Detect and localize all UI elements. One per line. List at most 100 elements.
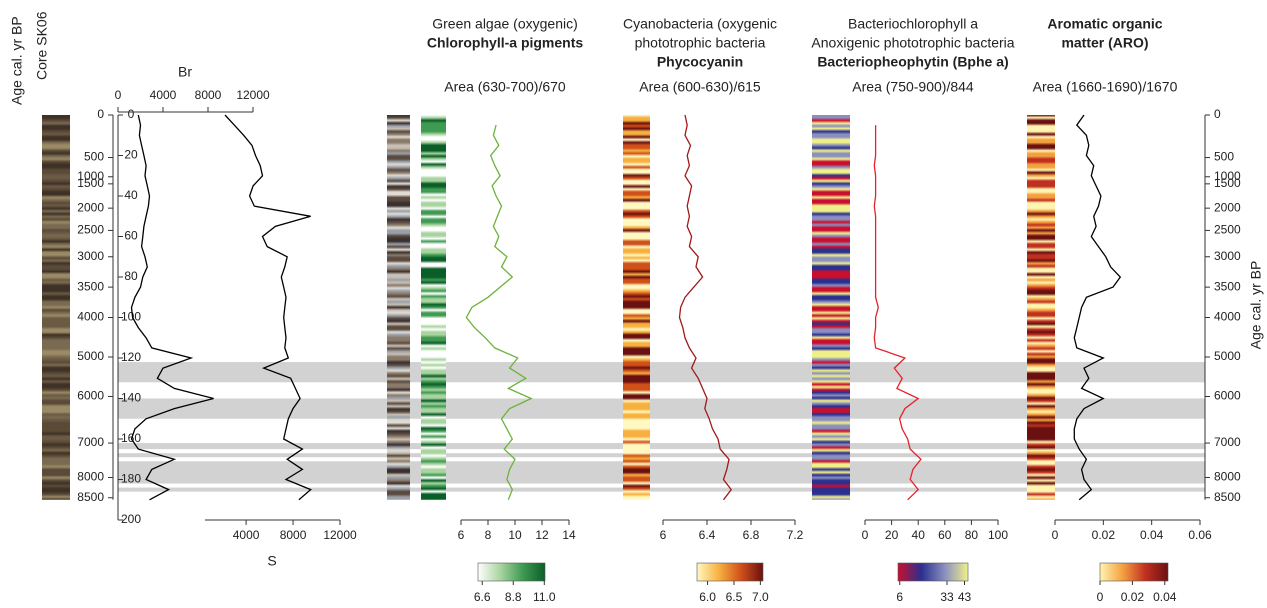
- depth-tick-label: 180: [121, 472, 141, 486]
- depth-tick-label: 100: [121, 310, 141, 324]
- age-tick-label: 3000: [77, 249, 104, 263]
- age-axis-title: Age cal. yr BP: [9, 16, 25, 105]
- pigment-image: [421, 115, 446, 500]
- age-tick-label-right: 0: [1214, 107, 1221, 121]
- x-tick-label: 12000: [323, 528, 357, 542]
- age-tick-label-right: 6000: [1214, 389, 1241, 403]
- panel-title-bold: Phycocyanin: [657, 54, 743, 70]
- profile-line: [224, 114, 312, 501]
- panel-subtitle: Area (1660-1690)/1670: [1033, 79, 1178, 95]
- x-tick-label: 0: [1052, 528, 1059, 542]
- x-tick-label: 4000: [233, 528, 260, 542]
- x-tick-label: 6: [458, 528, 465, 542]
- colorbar-tick-label: 7.0: [752, 590, 769, 604]
- shaded-interval: [118, 443, 1205, 450]
- panel-title: Bacteriochlorophyll a: [848, 16, 978, 32]
- x-tick-label: 8000: [280, 528, 307, 542]
- age-tick-label-right: 2500: [1214, 223, 1241, 237]
- axis-title: Br: [178, 64, 192, 80]
- colorbar-tick-label: 33: [940, 590, 954, 604]
- x-tick-label: 40: [912, 528, 926, 542]
- age-tick-label: 5000: [77, 349, 104, 363]
- colorbar: [1099, 562, 1169, 582]
- x-tick-label: 0.04: [1140, 528, 1164, 542]
- colorbar: [696, 562, 764, 582]
- age-tick-label: 1000: [77, 169, 104, 183]
- x-tick-label: 4000: [150, 88, 177, 102]
- x-tick-label: 12000: [236, 88, 270, 102]
- core-label: Core SK06: [34, 11, 50, 80]
- colorbar-tick-label: 0.04: [1153, 590, 1177, 604]
- age-tick-label: 3500: [77, 279, 104, 293]
- pigment-image: [623, 115, 650, 500]
- colorbar-tick-label: 8.8: [505, 590, 522, 604]
- panel-title-bold: matter (ARO): [1061, 35, 1148, 51]
- age-tick-label-right: 2000: [1214, 200, 1241, 214]
- panel-subtitle: Area (600-630)/615: [639, 79, 761, 95]
- x-tick-label: 20: [885, 528, 899, 542]
- profile-line: [873, 125, 922, 501]
- age-tick-label: 1500: [77, 176, 104, 190]
- axis-title: S: [267, 553, 276, 569]
- age-tick-label-right: 8500: [1214, 490, 1241, 504]
- core-image: [42, 115, 70, 500]
- age-tick-label: 0: [97, 107, 104, 121]
- x-tick-label: 14: [562, 528, 576, 542]
- profile-line: [678, 114, 733, 501]
- panel-title: Cyanobacteria (oxygenic: [623, 16, 777, 32]
- colorbar-tick-label: 0: [1097, 590, 1104, 604]
- depth-tick-label: 140: [121, 391, 141, 405]
- profile-line: [1073, 114, 1122, 501]
- panel-title: Anoxigenic phototrophic bacteria: [811, 35, 1014, 51]
- x-tick-label: 6: [660, 528, 667, 542]
- pigment-image: [1027, 115, 1055, 500]
- colorbar-tick-label: 11.0: [533, 590, 556, 604]
- age-tick-label-right: 3000: [1214, 249, 1241, 263]
- age-tick-label-right: 8000: [1214, 470, 1241, 484]
- age-tick-label: 8000: [77, 470, 104, 484]
- age-tick-label-right: 1500: [1214, 176, 1241, 190]
- age-tick-label: 500: [84, 150, 104, 164]
- depth-tick-label: 40: [124, 188, 138, 202]
- age-tick-label-right: 1000: [1214, 169, 1241, 183]
- depth-tick-label: 200: [121, 512, 141, 526]
- panel-title-bold: Chlorophyll-a pigments: [427, 35, 584, 51]
- age-tick-label-right: 7000: [1214, 435, 1241, 449]
- x-tick-label: 100: [988, 528, 1008, 542]
- depth-tick-label: 0: [128, 107, 135, 121]
- x-tick-label: 6.8: [743, 528, 760, 542]
- x-tick-label: 0.06: [1188, 528, 1212, 542]
- colorbar-tick-label: 43: [958, 590, 972, 604]
- x-tick-label: 7.2: [787, 528, 804, 542]
- panel-subtitle: Area (630-700)/670: [444, 79, 566, 95]
- age-tick-label-right: 4000: [1214, 310, 1241, 324]
- panel-title-bold: Aromatic organic: [1047, 16, 1162, 32]
- x-tick-label: 60: [938, 528, 952, 542]
- panel-title-bold: Bacteriopheophytin (Bphe a): [817, 54, 1008, 70]
- depth-tick-label: 60: [124, 229, 138, 243]
- shaded-interval: [118, 453, 1205, 458]
- age-tick-label: 2000: [77, 200, 104, 214]
- shaded-interval: [118, 487, 1205, 492]
- depth-tick-label: 20: [124, 148, 138, 162]
- panel-title: phototrophic bacteria: [635, 35, 766, 51]
- colorbar-tick-label: 6.0: [699, 590, 716, 604]
- age-tick-label: 2500: [77, 223, 104, 237]
- profile-line: [465, 124, 533, 501]
- age-tick-label: 8500: [77, 490, 104, 504]
- x-tick-label: 0.02: [1092, 528, 1116, 542]
- x-tick-label: 8000: [195, 88, 222, 102]
- age-tick-label-right: 3500: [1214, 279, 1241, 293]
- age-axis-title-right: Age cal. yr BP: [1248, 261, 1264, 350]
- age-tick-label: 7000: [77, 435, 104, 449]
- core-image: [387, 115, 410, 500]
- colorbar: [477, 562, 546, 582]
- age-tick-label: 4000: [77, 310, 104, 324]
- age-tick-label-right: 500: [1214, 150, 1234, 164]
- panel-subtitle: Area (750-900)/844: [852, 79, 974, 95]
- colorbar: [897, 562, 969, 582]
- x-tick-label: 0: [115, 88, 122, 102]
- x-tick-label: 0: [862, 528, 869, 542]
- x-tick-label: 10: [508, 528, 522, 542]
